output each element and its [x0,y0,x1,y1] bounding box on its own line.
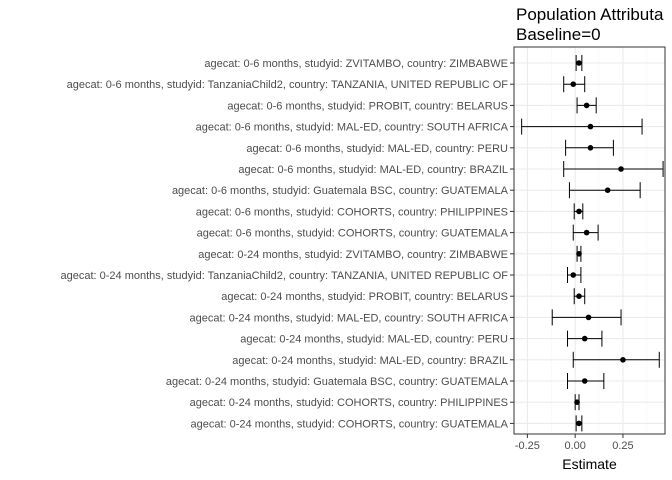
estimate-point [604,187,611,193]
estimate-point [576,251,582,257]
y-tick-label: agecat: 0-24 months, studyid: MAL-ED, co… [232,355,508,367]
estimate-point [570,272,577,278]
estimate-point [574,399,580,406]
y-tick-label: agecat: 0-6 months, studyid: ZVITAMBO, c… [204,58,508,70]
x-axis-title: Estimate [562,456,617,472]
y-tick-label: agecat: 0-24 months, studyid: PROBIT, co… [221,291,508,303]
estimate-point [618,166,624,172]
y-tick-label: agecat: 0-24 months, studyid: MAL-ED, co… [189,312,508,324]
estimate-point [587,145,594,151]
y-tick-label: agecat: 0-24 months, studyid: COHORTS, c… [190,397,508,409]
chart-title-line-1: Population Attributa [516,5,664,24]
x-tick-label: 0.25 [612,440,633,452]
estimate-point [576,420,582,427]
estimate-point [576,208,582,215]
y-tick-label: agecat: 0-6 months, studyid: MAL-ED, cou… [196,122,509,134]
y-tick-label: agecat: 0-6 months, studyid: COHORTS, co… [196,206,508,218]
estimate-point [585,314,592,321]
x-axis-ticks: -0.25 0.00 0.25 [510,62,634,452]
estimate-point [587,123,594,130]
estimate-point [570,81,577,87]
y-tick-label: agecat: 0-6 months, studyid: PROBIT, cou… [227,100,508,112]
y-tick-label: agecat: 0-24 months, studyid: COHORTS, c… [191,418,509,430]
data-marks [521,55,664,432]
x-tick-label: 0.00 [564,440,585,452]
y-tick-label: agecat: 0-24 months, studyid: TanzaniaCh… [60,270,508,282]
y-tick-label: agecat: 0-24 months, studyid: ZVITAMBO, … [198,249,508,261]
estimate-point [576,293,582,300]
y-tick-label: agecat: 0-24 months, studyid: Guatemala … [166,376,509,388]
estimate-point [583,102,590,109]
y-tick-label: agecat: 0-6 months, studyid: TanzaniaChi… [67,79,509,91]
estimate-point [620,357,626,363]
estimate-point [581,378,588,384]
y-axis-labels: agecat: 0-6 months, studyid: ZVITAMBO, c… [60,58,508,430]
estimate-point [576,60,582,66]
y-tick-label: agecat: 0-24 months, studyid: MAL-ED, co… [240,334,508,346]
y-tick-label: agecat: 0-6 months, studyid: MAL-ED, cou… [238,164,508,176]
y-tick-label: agecat: 0-6 months, studyid: MAL-ED, cou… [246,143,508,155]
y-tick-label: agecat: 0-6 months, studyid: COHORTS, co… [197,228,509,240]
estimate-point [583,229,590,236]
panel-border [513,46,666,435]
y-tick-label: agecat: 0-6 months, studyid: Guatemala B… [172,185,509,197]
chart-title-line-2: Baseline=0 [516,25,601,44]
x-tick-label: -0.25 [515,440,540,452]
estimate-point [581,335,588,342]
